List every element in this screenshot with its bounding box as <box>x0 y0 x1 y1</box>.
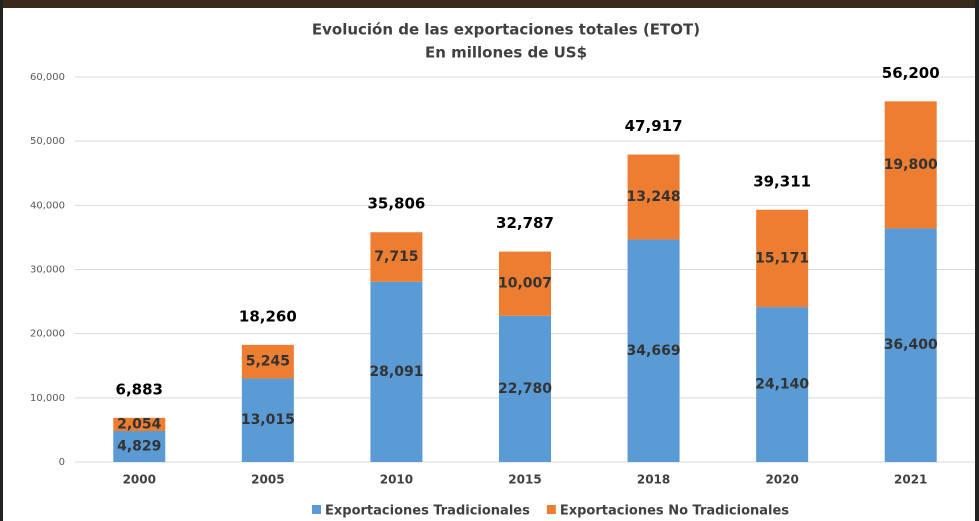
y-tick-label: 20,000 <box>30 329 65 340</box>
data-label: 13,015 <box>241 412 295 428</box>
y-tick-label: 0 <box>59 457 65 468</box>
data-label: 13,248 <box>627 189 681 205</box>
chart-subtitle: En millones de US$ <box>425 44 587 62</box>
x-tick-label: 2000 <box>123 473 156 487</box>
data-label: 7,715 <box>374 249 418 265</box>
legend-swatch <box>312 505 321 514</box>
total-label: 35,806 <box>367 195 425 213</box>
data-label: 15,171 <box>755 250 809 266</box>
x-tick-label: 2018 <box>637 473 670 487</box>
total-label: 47,917 <box>625 117 683 135</box>
y-tick-label: 10,000 <box>30 393 65 404</box>
total-label: 18,260 <box>239 307 297 325</box>
total-label: 39,311 <box>753 172 811 190</box>
data-label: 4,829 <box>117 439 161 455</box>
y-tick-label: 50,000 <box>30 136 65 147</box>
data-label: 28,091 <box>369 364 423 380</box>
y-tick-label: 40,000 <box>30 200 65 211</box>
x-tick-label: 2015 <box>508 473 541 487</box>
data-label: 5,245 <box>246 354 290 370</box>
legend-swatch <box>547 505 556 514</box>
x-tick-label: 2010 <box>380 473 413 487</box>
top-strip <box>0 0 979 8</box>
data-label: 2,054 <box>117 416 162 432</box>
y-tick-label: 30,000 <box>30 265 65 276</box>
data-label: 24,140 <box>755 377 809 393</box>
data-label: 34,669 <box>627 343 681 359</box>
chart: Evolución de las exportaciones totales (… <box>0 0 979 521</box>
legend-label: Exportaciones No Tradicionales <box>560 504 789 519</box>
right-border <box>975 0 979 521</box>
data-label: 10,007 <box>498 276 552 292</box>
left-border <box>0 0 3 521</box>
x-tick-label: 2005 <box>251 473 284 487</box>
data-label: 22,780 <box>498 381 552 397</box>
total-label: 6,883 <box>116 380 163 398</box>
total-label: 32,787 <box>496 214 554 232</box>
x-tick-label: 2021 <box>894 473 927 487</box>
total-label: 56,200 <box>882 64 940 82</box>
legend-label: Exportaciones Tradicionales <box>325 504 530 519</box>
data-label: 19,800 <box>884 157 938 173</box>
x-tick-label: 2020 <box>765 473 798 487</box>
chart-title: Evolución de las exportaciones totales (… <box>312 21 700 39</box>
data-label: 36,400 <box>884 337 938 353</box>
y-tick-label: 60,000 <box>30 72 65 83</box>
